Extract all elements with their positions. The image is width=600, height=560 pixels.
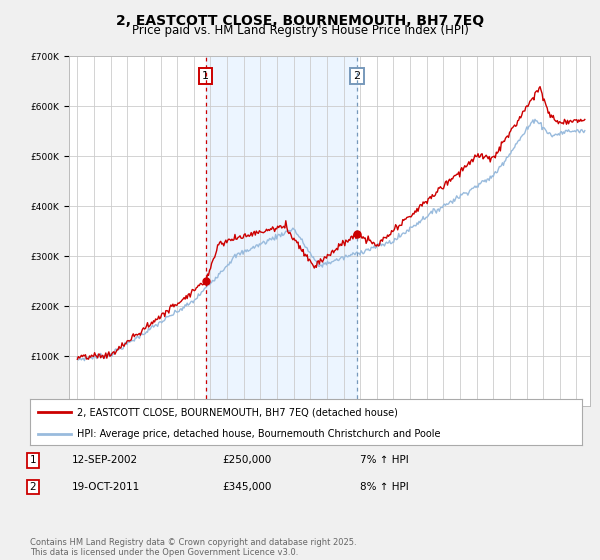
Text: 2: 2 bbox=[29, 482, 37, 492]
Text: 7% ↑ HPI: 7% ↑ HPI bbox=[360, 455, 409, 465]
Text: 2: 2 bbox=[353, 71, 361, 81]
Text: 1: 1 bbox=[29, 455, 37, 465]
Text: £345,000: £345,000 bbox=[222, 482, 271, 492]
Text: Contains HM Land Registry data © Crown copyright and database right 2025.
This d: Contains HM Land Registry data © Crown c… bbox=[30, 538, 356, 557]
Text: 12-SEP-2002: 12-SEP-2002 bbox=[72, 455, 138, 465]
Text: £250,000: £250,000 bbox=[222, 455, 271, 465]
Text: 2, EASTCOTT CLOSE, BOURNEMOUTH, BH7 7EQ (detached house): 2, EASTCOTT CLOSE, BOURNEMOUTH, BH7 7EQ … bbox=[77, 407, 398, 417]
Bar bbox=[206, 56, 357, 406]
Text: HPI: Average price, detached house, Bournemouth Christchurch and Poole: HPI: Average price, detached house, Bour… bbox=[77, 429, 440, 438]
Text: 2, EASTCOTT CLOSE, BOURNEMOUTH, BH7 7EQ: 2, EASTCOTT CLOSE, BOURNEMOUTH, BH7 7EQ bbox=[116, 14, 484, 28]
Text: 8% ↑ HPI: 8% ↑ HPI bbox=[360, 482, 409, 492]
Text: Price paid vs. HM Land Registry's House Price Index (HPI): Price paid vs. HM Land Registry's House … bbox=[131, 24, 469, 37]
Text: 1: 1 bbox=[202, 71, 209, 81]
Text: 19-OCT-2011: 19-OCT-2011 bbox=[72, 482, 140, 492]
